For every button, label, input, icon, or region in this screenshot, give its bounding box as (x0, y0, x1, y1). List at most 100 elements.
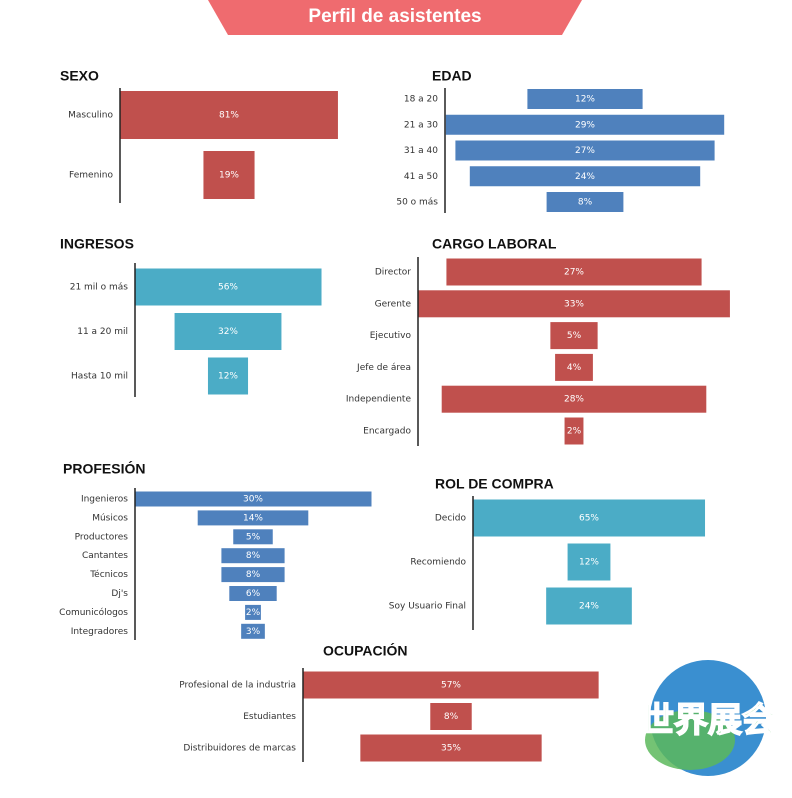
category-label: Integradores (71, 627, 129, 637)
category-label: Femenino (69, 171, 113, 181)
category-label: 31 a 40 (404, 146, 438, 156)
category-label: 41 a 50 (404, 172, 438, 182)
category-label: 50 o más (396, 198, 438, 208)
bar (564, 417, 584, 445)
value-label: 8% (444, 712, 459, 722)
value-label: 32% (218, 327, 238, 337)
logo-text: 世界展会 (640, 701, 776, 741)
category-label: Cantantes (82, 551, 128, 561)
value-label: 14% (243, 513, 263, 523)
chart-title: INGRESOS (60, 236, 134, 252)
header-banner (208, 0, 582, 35)
chart-title: OCUPACIÓN (323, 642, 408, 659)
bar (418, 290, 730, 318)
category-label: 21 mil o más (70, 283, 129, 293)
category-label: Recomiendo (410, 558, 466, 568)
category-label: 21 a 30 (404, 120, 438, 130)
bar (567, 543, 611, 581)
value-label: 24% (575, 172, 595, 182)
value-label: 2% (567, 427, 582, 437)
value-label: 29% (575, 120, 595, 130)
chart-title: CARGO LABORAL (432, 236, 557, 252)
category-label: Músicos (92, 513, 128, 523)
category-label: 11 a 20 mil (77, 327, 128, 337)
bar (445, 114, 725, 135)
bar (555, 353, 593, 381)
category-label: Soy Usuario Final (389, 602, 466, 612)
category-label: Encargado (363, 427, 411, 437)
bar (221, 567, 285, 583)
value-label: 81% (219, 111, 239, 121)
category-label: Comunicólogos (59, 607, 128, 618)
bar (546, 192, 624, 212)
bar (134, 268, 322, 306)
bar (527, 89, 643, 109)
bar (174, 313, 282, 350)
category-label: Dj's (111, 589, 128, 599)
bar (233, 529, 273, 545)
bar (120, 91, 338, 139)
value-label: 65% (579, 514, 599, 524)
bar (229, 586, 277, 601)
category-label: Director (375, 268, 411, 278)
category-label: Independiente (346, 395, 412, 405)
logo-land (645, 710, 735, 770)
category-label: Productores (75, 532, 129, 542)
category-label: Técnicos (89, 569, 128, 580)
category-label: Gerente (375, 299, 412, 309)
bar (446, 258, 702, 286)
bar (550, 322, 598, 350)
value-label: 8% (578, 198, 593, 208)
logo: 世界展会 (639, 660, 777, 776)
bar (455, 140, 715, 161)
chart-title: EDAD (432, 68, 472, 84)
bar (441, 385, 707, 413)
value-label: 30% (243, 495, 263, 505)
value-label: 3% (246, 627, 261, 637)
bar (203, 151, 255, 199)
value-label: 12% (218, 372, 238, 382)
bar (472, 499, 706, 537)
value-label: 5% (246, 532, 261, 542)
category-label: Estudiantes (243, 712, 296, 722)
category-label: Ejecutivo (370, 331, 412, 341)
chart-title: SEXO (60, 68, 99, 84)
bar (134, 491, 372, 507)
bar (303, 671, 599, 699)
value-label: 8% (246, 551, 261, 561)
category-label: Masculino (68, 111, 113, 121)
bar (469, 166, 701, 187)
category-label: Ingenieros (81, 495, 128, 505)
category-label: Decido (435, 514, 467, 524)
value-label: 6% (246, 589, 261, 599)
bar (360, 734, 542, 762)
value-label: 57% (441, 681, 461, 691)
value-label: 35% (441, 744, 461, 754)
bar (221, 548, 285, 564)
bar (197, 510, 309, 526)
bar (546, 587, 632, 625)
category-label: 18 a 20 (404, 95, 438, 105)
value-label: 2% (246, 608, 261, 618)
chart-title: PROFESIÓN (63, 460, 145, 477)
value-label: 28% (564, 395, 584, 405)
category-label: Jefe de área (356, 363, 411, 373)
bar (241, 623, 265, 639)
bar (207, 357, 249, 395)
bar (245, 604, 261, 620)
value-label: 56% (218, 283, 238, 293)
chart-title: ROL DE COMPRA (435, 476, 554, 492)
value-label: 4% (567, 363, 582, 373)
value-label: 5% (567, 331, 582, 341)
category-label: Hasta 10 mil (71, 372, 128, 382)
value-label: 19% (219, 171, 239, 181)
header-title: Perfil de asistentes (308, 6, 481, 27)
value-label: 12% (579, 558, 599, 568)
value-label: 24% (579, 602, 599, 612)
value-label: 12% (575, 95, 595, 105)
value-label: 27% (564, 268, 584, 278)
value-label: 27% (575, 146, 595, 156)
category-label: Profesional de la industria (179, 681, 296, 691)
value-label: 33% (564, 299, 584, 309)
